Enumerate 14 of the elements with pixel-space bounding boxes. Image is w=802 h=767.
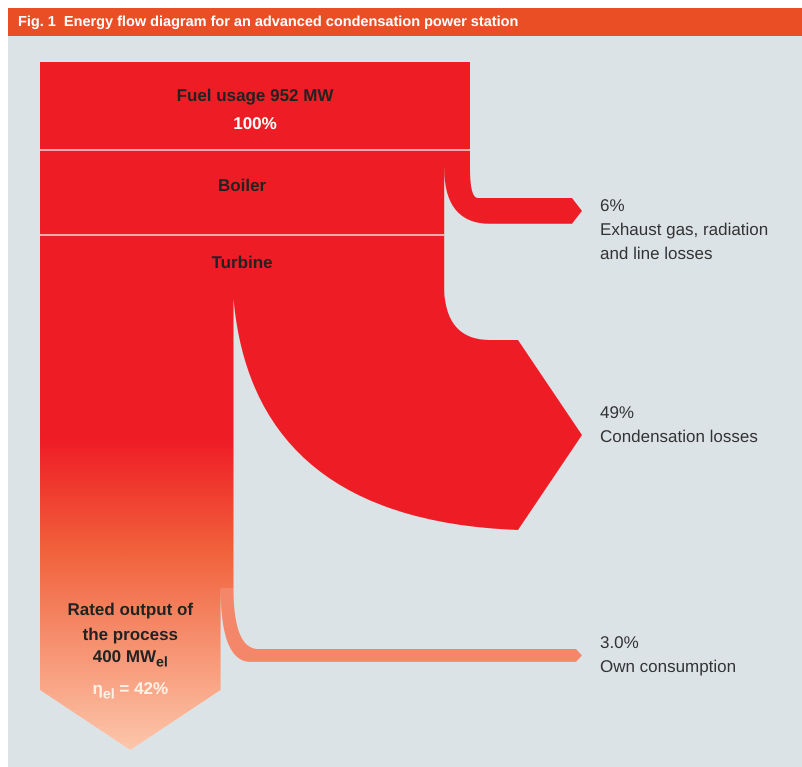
- category-label: Exhaust gas, radiation and line losses: [600, 219, 770, 265]
- text: Boiler: [218, 176, 266, 196]
- data-label: 3.0%: [600, 632, 639, 654]
- text: 400 MW$_{el}$: [92, 647, 168, 670]
- category-label: Condensation losses: [600, 426, 758, 448]
- data-label: 49%: [600, 402, 634, 424]
- category-label: Fuel usage 952 MW: [176, 86, 334, 106]
- data-label: 6%: [600, 195, 625, 217]
- category-label: Rated output of the process: [66, 599, 194, 646]
- category-label: Own consumption: [600, 656, 736, 678]
- data-label: η$_{el}$ = 42%: [92, 679, 168, 702]
- text: Turbine: [212, 253, 273, 273]
- text: Fig. 1 Energy flow diagram for an advanced condensation power station: [8, 8, 802, 36]
- data-label: 100%: [233, 114, 277, 134]
